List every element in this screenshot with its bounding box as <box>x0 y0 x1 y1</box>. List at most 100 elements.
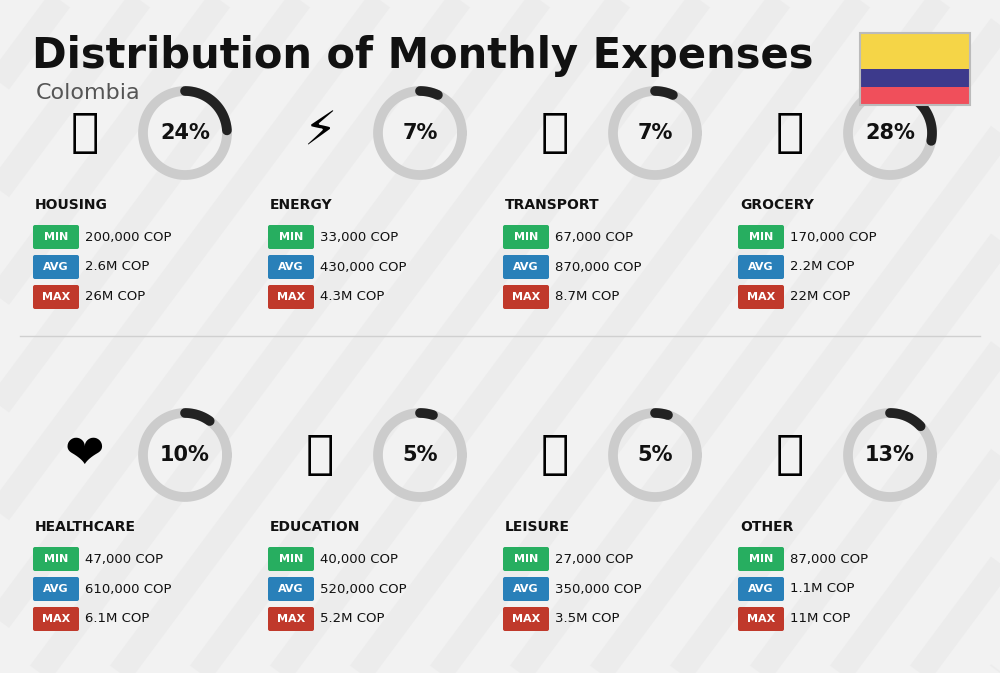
FancyBboxPatch shape <box>860 69 970 87</box>
Text: GROCERY: GROCERY <box>740 198 814 212</box>
FancyBboxPatch shape <box>33 547 79 571</box>
FancyBboxPatch shape <box>268 255 314 279</box>
Text: 520,000 COP: 520,000 COP <box>320 583 407 596</box>
FancyBboxPatch shape <box>860 87 970 105</box>
FancyBboxPatch shape <box>268 285 314 309</box>
FancyBboxPatch shape <box>738 285 784 309</box>
Text: 200,000 COP: 200,000 COP <box>85 230 172 244</box>
Text: 11M COP: 11M COP <box>790 612 850 625</box>
Text: 2.6M COP: 2.6M COP <box>85 260 149 273</box>
Text: 430,000 COP: 430,000 COP <box>320 260 406 273</box>
Text: 27,000 COP: 27,000 COP <box>555 553 633 565</box>
Text: 3.5M COP: 3.5M COP <box>555 612 620 625</box>
FancyBboxPatch shape <box>738 255 784 279</box>
FancyBboxPatch shape <box>33 255 79 279</box>
Text: 👜: 👜 <box>776 433 804 478</box>
Text: AVG: AVG <box>278 262 304 272</box>
Text: 5%: 5% <box>637 445 673 465</box>
Text: 5%: 5% <box>402 445 438 465</box>
Text: 67,000 COP: 67,000 COP <box>555 230 633 244</box>
Text: 26M COP: 26M COP <box>85 291 145 304</box>
Text: 2.2M COP: 2.2M COP <box>790 260 854 273</box>
FancyBboxPatch shape <box>738 225 784 249</box>
Text: 🛒: 🛒 <box>776 110 804 155</box>
Text: MAX: MAX <box>42 614 70 624</box>
Text: ❤️: ❤️ <box>65 433 105 478</box>
Text: 10%: 10% <box>160 445 210 465</box>
Text: TRANSPORT: TRANSPORT <box>505 198 600 212</box>
Text: 7%: 7% <box>402 123 438 143</box>
Text: MAX: MAX <box>277 292 305 302</box>
FancyBboxPatch shape <box>860 33 970 69</box>
Text: 1.1M COP: 1.1M COP <box>790 583 854 596</box>
FancyBboxPatch shape <box>33 607 79 631</box>
Text: 🎓: 🎓 <box>306 433 334 478</box>
Text: MIN: MIN <box>279 554 303 564</box>
Text: 🏗: 🏗 <box>71 110 99 155</box>
Text: MAX: MAX <box>42 292 70 302</box>
Text: 6.1M COP: 6.1M COP <box>85 612 149 625</box>
Text: LEISURE: LEISURE <box>505 520 570 534</box>
Text: MIN: MIN <box>44 232 68 242</box>
FancyBboxPatch shape <box>268 547 314 571</box>
Text: 🚌: 🚌 <box>541 110 569 155</box>
Text: MAX: MAX <box>512 614 540 624</box>
Text: 4.3M COP: 4.3M COP <box>320 291 384 304</box>
Text: AVG: AVG <box>513 584 539 594</box>
Text: AVG: AVG <box>748 262 774 272</box>
Text: ⚡: ⚡ <box>303 110 337 155</box>
Text: AVG: AVG <box>513 262 539 272</box>
FancyBboxPatch shape <box>33 577 79 601</box>
Text: MIN: MIN <box>44 554 68 564</box>
FancyBboxPatch shape <box>738 547 784 571</box>
Text: HOUSING: HOUSING <box>35 198 108 212</box>
FancyBboxPatch shape <box>738 577 784 601</box>
FancyBboxPatch shape <box>503 285 549 309</box>
Text: AVG: AVG <box>43 262 69 272</box>
FancyBboxPatch shape <box>268 577 314 601</box>
Text: MIN: MIN <box>514 554 538 564</box>
Text: MIN: MIN <box>749 232 773 242</box>
Text: MIN: MIN <box>749 554 773 564</box>
Text: 5.2M COP: 5.2M COP <box>320 612 384 625</box>
FancyBboxPatch shape <box>268 225 314 249</box>
FancyBboxPatch shape <box>268 607 314 631</box>
Text: 40,000 COP: 40,000 COP <box>320 553 398 565</box>
Text: 🛍: 🛍 <box>541 433 569 478</box>
FancyBboxPatch shape <box>33 285 79 309</box>
Text: 33,000 COP: 33,000 COP <box>320 230 398 244</box>
FancyBboxPatch shape <box>503 607 549 631</box>
Text: HEALTHCARE: HEALTHCARE <box>35 520 136 534</box>
Text: AVG: AVG <box>278 584 304 594</box>
Text: MAX: MAX <box>747 614 775 624</box>
FancyBboxPatch shape <box>738 607 784 631</box>
Text: OTHER: OTHER <box>740 520 793 534</box>
Text: 47,000 COP: 47,000 COP <box>85 553 163 565</box>
Text: AVG: AVG <box>748 584 774 594</box>
Text: 87,000 COP: 87,000 COP <box>790 553 868 565</box>
Text: 610,000 COP: 610,000 COP <box>85 583 172 596</box>
Text: EDUCATION: EDUCATION <box>270 520 360 534</box>
Text: MIN: MIN <box>514 232 538 242</box>
Text: 350,000 COP: 350,000 COP <box>555 583 642 596</box>
Text: 13%: 13% <box>865 445 915 465</box>
Text: 170,000 COP: 170,000 COP <box>790 230 877 244</box>
Text: AVG: AVG <box>43 584 69 594</box>
Text: Colombia: Colombia <box>36 83 141 103</box>
Text: 870,000 COP: 870,000 COP <box>555 260 642 273</box>
Text: 28%: 28% <box>865 123 915 143</box>
Text: MAX: MAX <box>512 292 540 302</box>
FancyBboxPatch shape <box>503 225 549 249</box>
FancyBboxPatch shape <box>503 577 549 601</box>
Text: 22M COP: 22M COP <box>790 291 850 304</box>
Text: 24%: 24% <box>160 123 210 143</box>
Text: MIN: MIN <box>279 232 303 242</box>
FancyBboxPatch shape <box>33 225 79 249</box>
Text: Distribution of Monthly Expenses: Distribution of Monthly Expenses <box>32 35 814 77</box>
FancyBboxPatch shape <box>503 255 549 279</box>
Text: 8.7M COP: 8.7M COP <box>555 291 619 304</box>
Text: MAX: MAX <box>747 292 775 302</box>
Text: ENERGY: ENERGY <box>270 198 333 212</box>
FancyBboxPatch shape <box>503 547 549 571</box>
Text: MAX: MAX <box>277 614 305 624</box>
